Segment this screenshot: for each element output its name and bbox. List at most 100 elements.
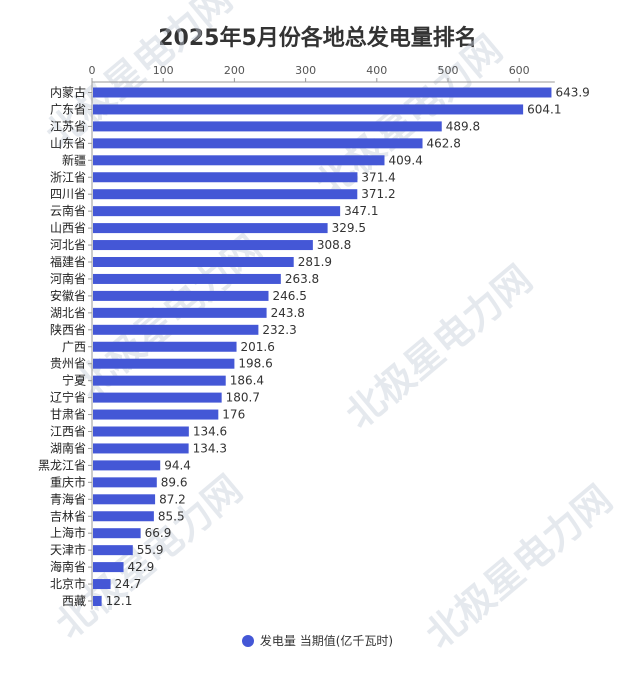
data-label: 176	[222, 408, 245, 422]
bar	[93, 138, 423, 149]
bar	[93, 223, 328, 234]
chart-title: 2025年5月份各地总发电量排名	[158, 26, 477, 51]
bars: 内蒙古 643.9 广东省 604.1 江苏省 489.8 山东省 462.8 新疆 409.4 浙…	[38, 85, 590, 609]
bar	[93, 426, 189, 437]
bar	[93, 392, 222, 403]
watermark-text: 北极星电力网	[338, 257, 541, 437]
x-tick-label: 200	[224, 64, 245, 77]
data-label: 94.4	[164, 458, 191, 472]
bar	[93, 528, 141, 539]
bar	[93, 87, 552, 98]
bar	[93, 494, 156, 505]
data-label: 281.9	[298, 255, 332, 269]
category-label: 西藏	[62, 594, 86, 608]
category-label: 福建省	[50, 254, 86, 269]
category-label: 广东省	[50, 102, 86, 116]
data-label: 89.6	[161, 475, 188, 489]
category-label: 陕西省	[50, 322, 86, 337]
category-label: 黑龙江省	[38, 458, 86, 472]
data-label: 462.8	[427, 136, 461, 150]
x-tick-label: 0	[89, 64, 96, 77]
bar	[93, 104, 524, 115]
category-label: 吉林省	[50, 509, 86, 523]
category-label: 海南省	[50, 559, 86, 574]
category-label: 甘肃省	[50, 408, 86, 422]
bar	[93, 290, 269, 301]
data-label: 409.4	[388, 153, 422, 167]
data-label: 604.1	[527, 102, 561, 116]
data-label: 12.1	[106, 594, 133, 608]
data-label: 246.5	[273, 289, 307, 303]
bar	[93, 477, 157, 488]
legend[interactable]: 发电量 当期值(亿千瓦时)	[0, 632, 635, 649]
bar	[93, 358, 235, 369]
category-label: 四川省	[50, 187, 86, 201]
x-tick-label: 300	[295, 64, 316, 77]
data-label: 201.6	[241, 340, 275, 354]
data-label: 198.6	[238, 357, 272, 371]
x-tick-label: 400	[366, 64, 387, 77]
category-label: 浙江省	[50, 170, 86, 184]
category-label: 上海市	[50, 525, 86, 540]
data-label: 263.8	[285, 272, 319, 286]
x-axis: 0 100 200 300 400 500 600	[88, 64, 555, 610]
data-label: 243.8	[271, 306, 305, 320]
category-label: 广西	[62, 340, 86, 354]
category-label: 湖南省	[50, 440, 86, 455]
category-label: 江西省	[50, 425, 86, 439]
data-label: 371.2	[361, 187, 395, 201]
bar	[93, 273, 281, 284]
bar	[93, 155, 385, 166]
category-label: 河南省	[50, 271, 86, 286]
data-label: 347.1	[344, 204, 378, 218]
bar	[93, 307, 267, 318]
category-label: 湖北省	[50, 305, 86, 320]
data-label: 643.9	[555, 86, 589, 100]
bar	[93, 240, 313, 251]
bar	[93, 172, 358, 183]
data-label: 232.3	[262, 323, 296, 337]
x-tick-label: 600	[509, 64, 530, 77]
category-label: 江苏省	[50, 119, 86, 133]
x-tick-label: 500	[438, 64, 459, 77]
bar	[93, 545, 133, 556]
data-label: 329.5	[332, 221, 366, 235]
category-label: 河北省	[50, 238, 86, 252]
bar	[93, 409, 219, 420]
bar	[93, 121, 442, 132]
legend-swatch	[241, 635, 254, 647]
x-tick-label: 100	[153, 64, 174, 77]
bar	[93, 257, 294, 267]
bar	[93, 324, 259, 335]
category-label: 天津市	[50, 542, 86, 557]
category-label: 辽宁省	[50, 390, 86, 405]
category-label: 云南省	[50, 203, 86, 218]
data-label: 87.2	[159, 492, 186, 506]
data-label: 42.9	[128, 560, 155, 574]
category-label: 安徽省	[50, 288, 86, 303]
category-label: 新疆	[62, 152, 86, 167]
bar	[93, 579, 111, 590]
category-label: 山西省	[50, 221, 86, 235]
category-label: 内蒙古	[50, 85, 86, 100]
bar	[93, 375, 226, 386]
data-label: 308.8	[317, 238, 351, 252]
bar	[93, 596, 102, 606]
category-label: 北京市	[50, 576, 86, 591]
category-label: 山东省	[50, 136, 86, 150]
category-label: 青海省	[50, 491, 86, 506]
data-label: 85.5	[158, 509, 185, 523]
bar	[93, 460, 161, 471]
data-label: 180.7	[226, 391, 260, 405]
data-label: 24.7	[115, 577, 142, 591]
data-label: 186.4	[230, 374, 264, 388]
bar	[93, 206, 341, 217]
watermark-text: 北极星电力网	[418, 477, 621, 657]
category-label: 宁夏	[62, 373, 86, 388]
data-label: 55.9	[137, 543, 164, 557]
bar	[93, 562, 124, 573]
category-label: 贵州省	[50, 357, 86, 371]
data-label: 66.9	[145, 526, 172, 540]
category-label: 重庆市	[50, 474, 86, 489]
bar	[93, 511, 154, 522]
